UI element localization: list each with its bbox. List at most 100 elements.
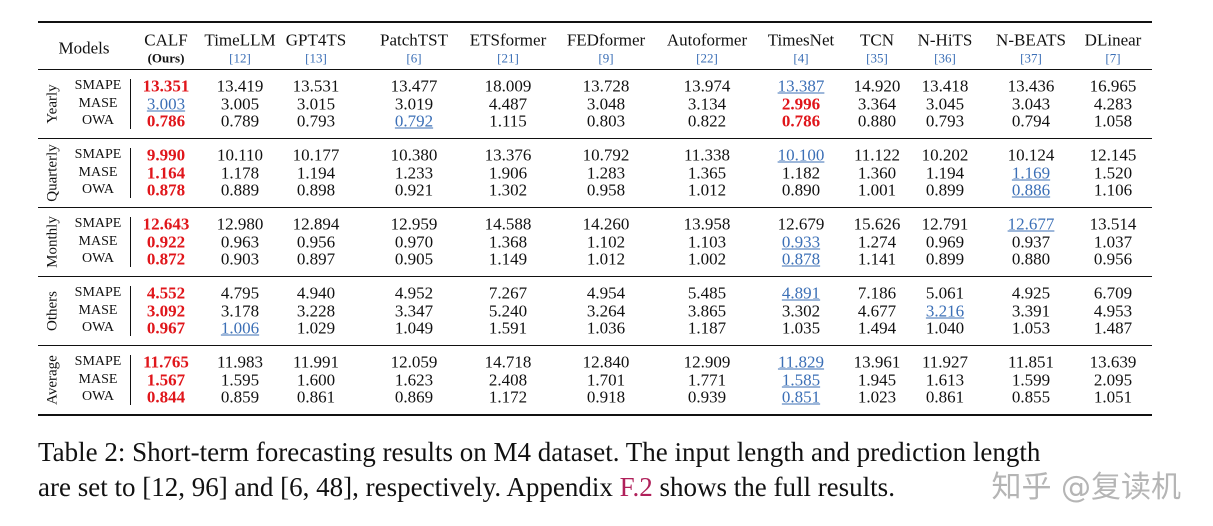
value-cell: 1.037 [1093, 232, 1133, 251]
value-cell: 1.049 [394, 318, 434, 338]
value-cell: 3.003 [146, 94, 186, 113]
value-cell: 0.890 [781, 180, 821, 200]
value-cell: 1.365 [687, 163, 727, 182]
value-cell: 4.795 [220, 283, 260, 303]
metric-label: SMAPE [74, 285, 122, 300]
value-cell: 1.106 [1093, 180, 1133, 200]
rule [38, 138, 1152, 140]
value-cell: 12.145 [1089, 145, 1137, 165]
column-name: TimeLLM [204, 30, 276, 50]
value-cell: 0.789 [220, 111, 260, 131]
value-cell: 1.040 [925, 318, 965, 338]
value-cell: 11.765 [143, 352, 189, 372]
value-cell: 11.829 [777, 352, 825, 372]
value-cell: 0.933 [781, 232, 821, 251]
value-cell: 10.202 [921, 145, 969, 165]
rule [130, 148, 131, 198]
value-cell: 1.035 [781, 318, 821, 338]
value-cell: 13.436 [1007, 76, 1055, 96]
value-cell: 13.728 [582, 76, 630, 96]
value-cell: 3.264 [586, 301, 626, 320]
value-cell: 1.053 [1011, 318, 1051, 338]
value-cell: 6.709 [1093, 283, 1133, 303]
value-cell: 0.878 [781, 249, 821, 269]
column-name: PatchTST [380, 30, 448, 50]
value-cell: 1.487 [1093, 318, 1133, 338]
column-name: GPT4TS [285, 30, 347, 50]
value-cell: 14.920 [853, 76, 901, 96]
appendix-link[interactable]: F.2 [619, 472, 653, 502]
group-label: Monthly [44, 216, 61, 268]
value-cell: 10.124 [1007, 145, 1055, 165]
rule [38, 21, 1152, 23]
value-cell: 3.015 [296, 94, 336, 113]
value-cell: 13.961 [853, 352, 901, 372]
value-cell: 3.865 [687, 301, 727, 320]
value-cell: 12.840 [582, 352, 630, 372]
value-cell: 13.531 [292, 76, 340, 96]
value-cell: 1.103 [687, 232, 727, 251]
rule [38, 69, 1152, 71]
value-cell: 1.945 [857, 370, 897, 389]
value-cell: 0.869 [394, 387, 434, 407]
value-cell: 18.009 [484, 76, 532, 96]
value-cell: 1.771 [687, 370, 727, 389]
watermark: 知乎 @复读机 [991, 470, 1181, 505]
value-cell: 0.861 [296, 387, 336, 407]
metric-label: OWA [82, 113, 114, 128]
value-cell: 1.595 [220, 370, 260, 389]
value-cell: 15.626 [853, 214, 901, 234]
value-cell: 3.302 [781, 301, 821, 320]
value-cell: 1.115 [489, 111, 527, 131]
metric-label: MASE [78, 233, 118, 249]
column-name: FEDformer [566, 30, 646, 50]
value-cell: 1.520 [1093, 163, 1133, 182]
value-cell: 0.872 [146, 249, 186, 269]
value-cell: 0.970 [394, 232, 434, 251]
value-cell: 1.302 [488, 180, 528, 200]
value-cell: 0.939 [687, 387, 727, 407]
value-cell: 1.006 [220, 318, 260, 338]
value-cell: 0.793 [925, 111, 965, 131]
value-cell: 12.791 [921, 214, 969, 234]
group-label: Average [44, 355, 61, 405]
value-cell: 0.897 [296, 249, 336, 269]
rule [130, 286, 131, 336]
value-cell: 14.260 [582, 214, 630, 234]
value-cell: 0.851 [781, 387, 821, 407]
value-cell: 3.005 [220, 94, 260, 113]
value-cell: 0.844 [146, 387, 186, 407]
value-cell: 0.918 [586, 387, 626, 407]
value-cell: 1.023 [857, 387, 897, 407]
value-cell: 3.092 [146, 301, 186, 320]
value-cell: 1.194 [296, 163, 336, 182]
value-cell: 0.880 [857, 111, 897, 131]
value-cell: 1.172 [488, 387, 528, 407]
value-cell: 16.965 [1089, 76, 1137, 96]
value-cell: 1.494 [857, 318, 897, 338]
column-cite: [36] [934, 50, 956, 66]
value-cell: 0.898 [296, 180, 336, 200]
value-cell: 10.177 [292, 145, 340, 165]
value-cell: 0.861 [925, 387, 965, 407]
value-cell: 4.925 [1011, 283, 1051, 303]
value-cell: 1.906 [488, 163, 528, 182]
column-cite: [21] [497, 50, 519, 66]
rule [130, 79, 131, 129]
value-cell: 11.851 [1007, 352, 1055, 372]
metric-label: SMAPE [74, 78, 122, 93]
value-cell: 13.639 [1089, 352, 1137, 372]
value-cell: 1.585 [781, 370, 821, 389]
value-cell: 11.991 [292, 352, 340, 372]
value-cell: 0.886 [1011, 180, 1051, 200]
value-cell: 3.019 [394, 94, 434, 113]
value-cell: 0.794 [1011, 111, 1051, 131]
value-cell: 11.338 [683, 145, 731, 165]
value-cell: 10.110 [216, 145, 264, 165]
value-cell: 10.380 [390, 145, 438, 165]
metric-label: OWA [82, 389, 114, 404]
value-cell: 1.036 [586, 318, 626, 338]
value-cell: 10.100 [777, 145, 825, 165]
value-cell: 0.880 [1011, 249, 1051, 269]
column-cite: [12] [229, 50, 251, 66]
